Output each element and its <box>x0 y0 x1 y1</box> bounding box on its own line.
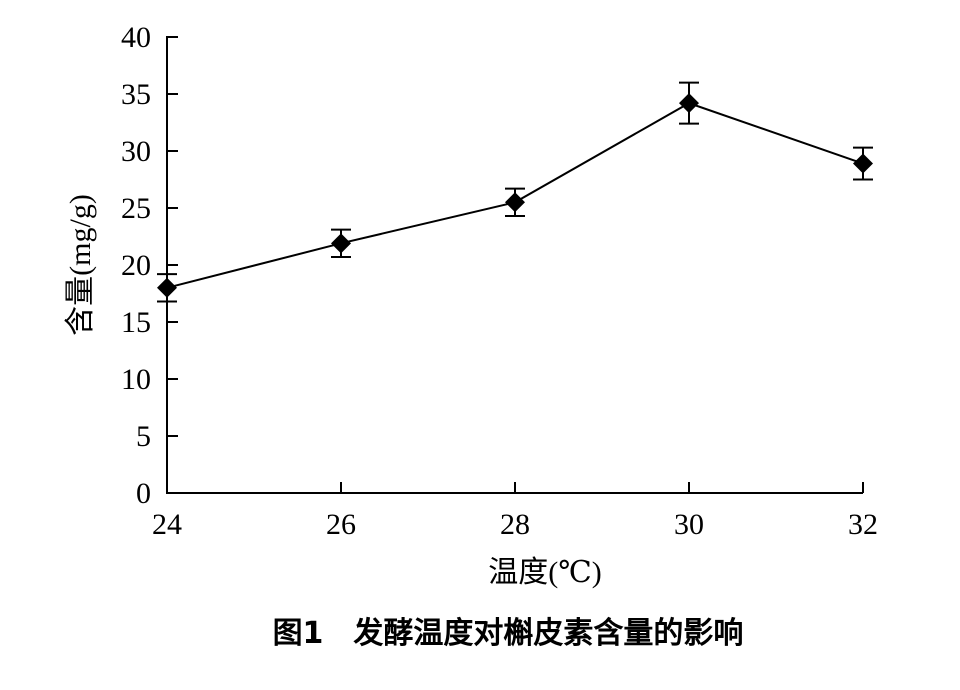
y-tick-label: 40 <box>121 21 151 54</box>
x-tick-label: 32 <box>848 508 878 541</box>
data-point-marker <box>679 93 699 114</box>
series-layer <box>157 81 873 303</box>
data-point-marker <box>505 192 525 213</box>
y-tick-label: 10 <box>121 363 151 396</box>
y-tick-label: 25 <box>121 192 151 225</box>
data-point-marker <box>331 233 351 254</box>
y-axis-title: 含量(mg/g) <box>64 194 97 336</box>
figure-caption: 图1 发酵温度对槲皮素含量的影响 <box>273 616 744 651</box>
data-point-marker <box>853 153 873 174</box>
x-tick-label: 24 <box>152 508 182 541</box>
y-tick-label: 0 <box>136 477 151 510</box>
axes <box>166 36 863 494</box>
y-tick-label: 20 <box>121 249 151 282</box>
x-tick-label: 30 <box>674 508 704 541</box>
y-tick-label: 5 <box>136 420 151 453</box>
x-tick-label: 26 <box>326 508 356 541</box>
x-tick-label: 28 <box>500 508 530 541</box>
x-axis-title: 温度(℃) <box>488 556 602 589</box>
y-tick-label: 35 <box>121 78 151 111</box>
y-ticks: 0 5 10 15 20 25 30 35 40 <box>121 21 178 510</box>
data-point-marker <box>157 277 177 298</box>
y-tick-label: 15 <box>121 306 151 339</box>
x-ticks: 24 26 28 30 32 <box>152 482 878 541</box>
y-tick-label: 30 <box>121 135 151 168</box>
